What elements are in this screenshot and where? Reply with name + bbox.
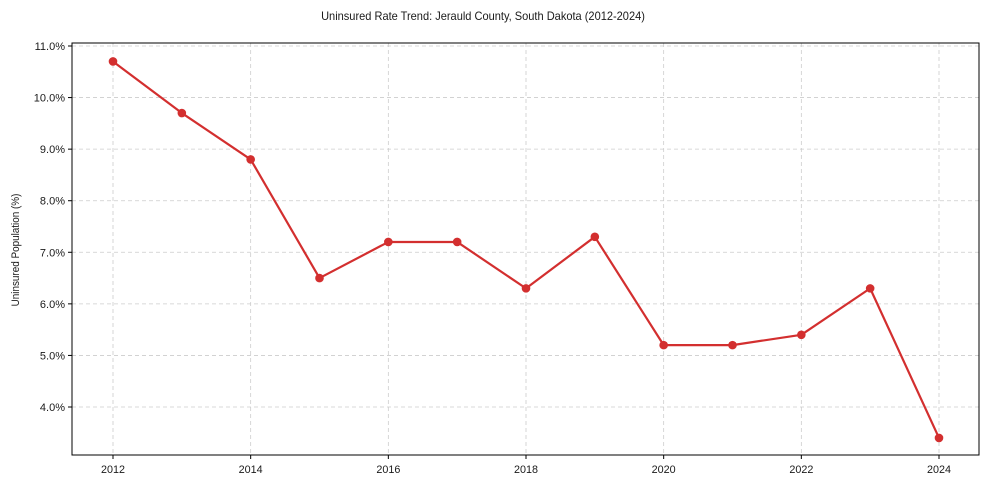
- data-point-marker: [246, 155, 255, 164]
- data-point-marker: [797, 330, 806, 340]
- x-tick-label: 2018: [514, 464, 538, 476]
- chart-title: Uninsured Rate Trend: Jerauld County, So…: [321, 9, 645, 23]
- data-point-marker: [452, 237, 462, 247]
- data-point-marker: [728, 340, 737, 350]
- data-point-marker: [384, 237, 393, 247]
- x-tick-label: 2014: [239, 464, 263, 476]
- data-point-marker: [659, 340, 668, 350]
- data-point-marker: [315, 273, 324, 283]
- data-point-marker: [590, 232, 600, 242]
- y-tick-label: 4.0%: [40, 402, 65, 414]
- y-tick-label: 5.0%: [40, 350, 65, 362]
- data-point-marker: [521, 284, 531, 293]
- plot-frame: [71, 42, 980, 456]
- grid-lines: [72, 43, 979, 455]
- x-tick-label: 2012: [101, 464, 125, 476]
- y-axis: 4.0% 5.0% 6.0% 7.0% 8.0% 9.0% 10.0% 11.0%: [34, 41, 72, 414]
- x-tick-label: 2024: [927, 464, 951, 476]
- x-tick-label: 2016: [376, 464, 400, 476]
- data-point-marker: [108, 57, 118, 66]
- y-tick-label: 6.0%: [40, 299, 65, 311]
- y-tick-label: 9.0%: [40, 144, 65, 156]
- data-point-marker: [865, 284, 875, 293]
- x-tick-label: 2022: [789, 464, 813, 476]
- y-tick-label: 10.0%: [34, 93, 65, 105]
- x-axis: 2012 2014 2016 2018 2020 2022 2024: [101, 455, 951, 476]
- y-tick-label: 7.0%: [40, 247, 65, 259]
- data-point-marker: [934, 433, 944, 443]
- y-tick-label: 11.0%: [35, 41, 66, 53]
- y-tick-label: 8.0%: [40, 196, 65, 208]
- x-tick-label: 2020: [652, 464, 676, 476]
- data-point-marker: [177, 108, 187, 118]
- data-series: [108, 57, 944, 443]
